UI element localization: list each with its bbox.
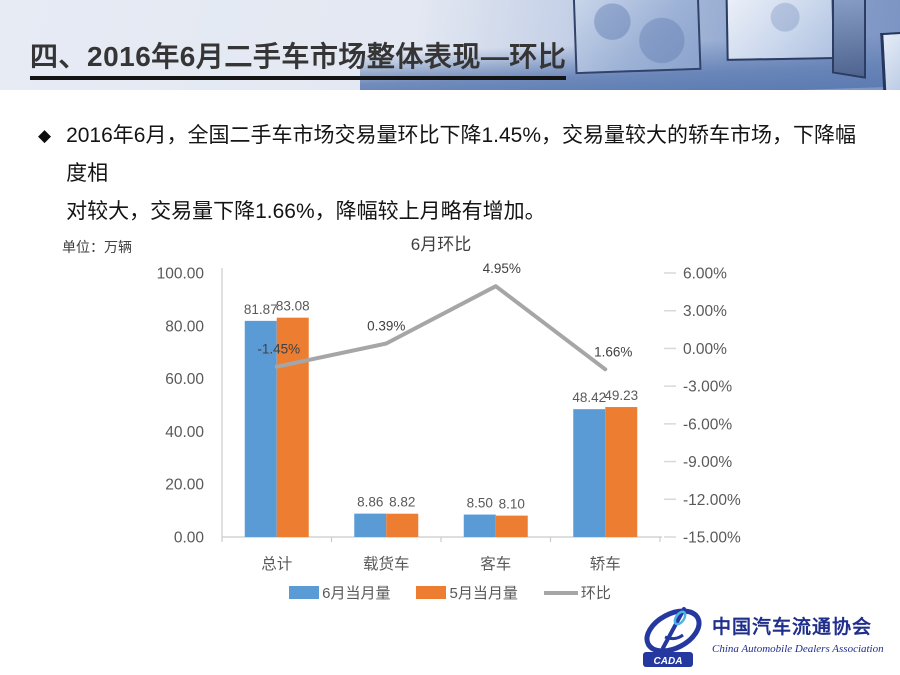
- category-label: 轿车: [590, 555, 621, 573]
- bar-6月当月量-客车: [463, 514, 496, 537]
- cube-decoration-icon: [572, 0, 702, 75]
- legend-item-5月当月量: 5月当月量: [416, 582, 518, 603]
- right-axis-tick-label: -15.00%: [683, 530, 741, 547]
- legend-label: 环比: [580, 585, 611, 602]
- category-label: 客车: [480, 555, 511, 573]
- bar-value-label: 83.08: [276, 299, 310, 314]
- bar-value-label: 8.82: [389, 495, 415, 510]
- category-label: 总计: [261, 555, 292, 573]
- bar-5月当月量-客车: [495, 515, 528, 537]
- legend-item-6月当月量: 6月当月量: [289, 582, 390, 603]
- bar-6月当月量-载货车: [354, 513, 387, 537]
- chart-unit-label: 单位：万辆: [62, 239, 132, 255]
- cada-logo: CADA 中国汽车流通协会 China Automobile Dealers A…: [640, 604, 896, 670]
- bar-value-label: 8.50: [467, 496, 493, 511]
- header-banner: [0, 0, 900, 90]
- right-axis-tick-label: -12.00%: [683, 492, 741, 509]
- right-axis-tick-label: 6.00%: [683, 266, 727, 283]
- bullet-text-line1: 2016年6月，全国二手车市场交易量环比下降1.45%，交易量较大的轿车市场，下…: [66, 124, 857, 185]
- bar-value-label: 81.87: [244, 302, 278, 317]
- left-axis-tick-label: 80.00: [165, 318, 204, 335]
- chart-title: 6月环比: [410, 235, 472, 254]
- left-axis-tick-label: 60.00: [165, 371, 204, 388]
- legend-color-swatch-icon: [416, 586, 447, 599]
- logo-text: 中国汽车流通协会 China Automobile Dealers Associ…: [712, 604, 884, 655]
- legend-item-环比: 环比: [543, 582, 611, 603]
- cada-abbr: CADA: [654, 656, 683, 667]
- right-axis-tick-label: 0.00%: [683, 341, 727, 358]
- line-value-label: 0.39%: [367, 319, 405, 334]
- right-axis-tick-label: -9.00%: [683, 454, 732, 471]
- left-axis-tick-label: 100.00: [157, 266, 205, 283]
- bullet-paragraph: ◆ 2016年6月，全国二手车市场交易量环比下降1.45%，交易量较大的轿车市场…: [38, 117, 873, 231]
- line-value-label: 4.95%: [483, 261, 521, 276]
- left-axis-tick-label: 0.00: [174, 530, 205, 547]
- category-label: 载货车: [363, 555, 410, 573]
- right-axis-tick-label: -3.00%: [683, 379, 732, 396]
- chart-legend: 6月当月量 5月当月量 环比: [0, 582, 900, 603]
- cube-decoration-icon: [832, 0, 866, 79]
- logo-name-chinese: 中国汽车流通协会: [712, 617, 873, 638]
- right-axis-tick-label: -6.00%: [683, 416, 732, 433]
- legend-color-swatch-icon: [289, 586, 320, 599]
- bar-6月当月量-总计: [244, 320, 277, 537]
- bar-5月当月量-载货车: [386, 513, 419, 537]
- bar-value-label: 49.23: [604, 388, 638, 403]
- bullet-text-line2: 对较大，交易量下降1.66%，降幅较上月略有增加。: [66, 200, 546, 223]
- bar-5月当月量-轿车: [605, 407, 638, 537]
- line-series: [274, 284, 608, 372]
- bar-value-label: 8.86: [357, 495, 383, 510]
- cube-decoration-icon: [725, 0, 835, 61]
- cube-decoration-icon: [880, 31, 900, 90]
- left-axis-tick-label: 20.00: [165, 477, 204, 494]
- legend-label: 5月当月量: [449, 585, 518, 602]
- bar-6月当月量-轿车: [573, 409, 606, 537]
- legend-line-swatch-icon: [543, 590, 578, 595]
- diamond-bullet-icon: ◆: [38, 126, 52, 145]
- bullet-text: 2016年6月，全国二手车市场交易量环比下降1.45%，交易量较大的轿车市场，下…: [66, 117, 873, 231]
- line-value-label: 1.66%: [594, 344, 632, 359]
- bar-value-label: 8.10: [499, 497, 525, 512]
- right-axis-tick-label: 3.00%: [683, 303, 727, 320]
- bar-5月当月量-总计: [276, 317, 309, 537]
- logo-name-english: China Automobile Dealers Association: [712, 643, 884, 655]
- legend-label: 6月当月量: [322, 585, 391, 602]
- line-value-label: -1.45%: [257, 342, 300, 357]
- page-title: 四、2016年6月二手车市场整体表现—环比: [30, 40, 567, 80]
- cada-emblem-icon: CADA: [643, 607, 702, 667]
- bar-value-label: 48.42: [572, 390, 606, 405]
- left-axis-tick-label: 40.00: [165, 424, 204, 441]
